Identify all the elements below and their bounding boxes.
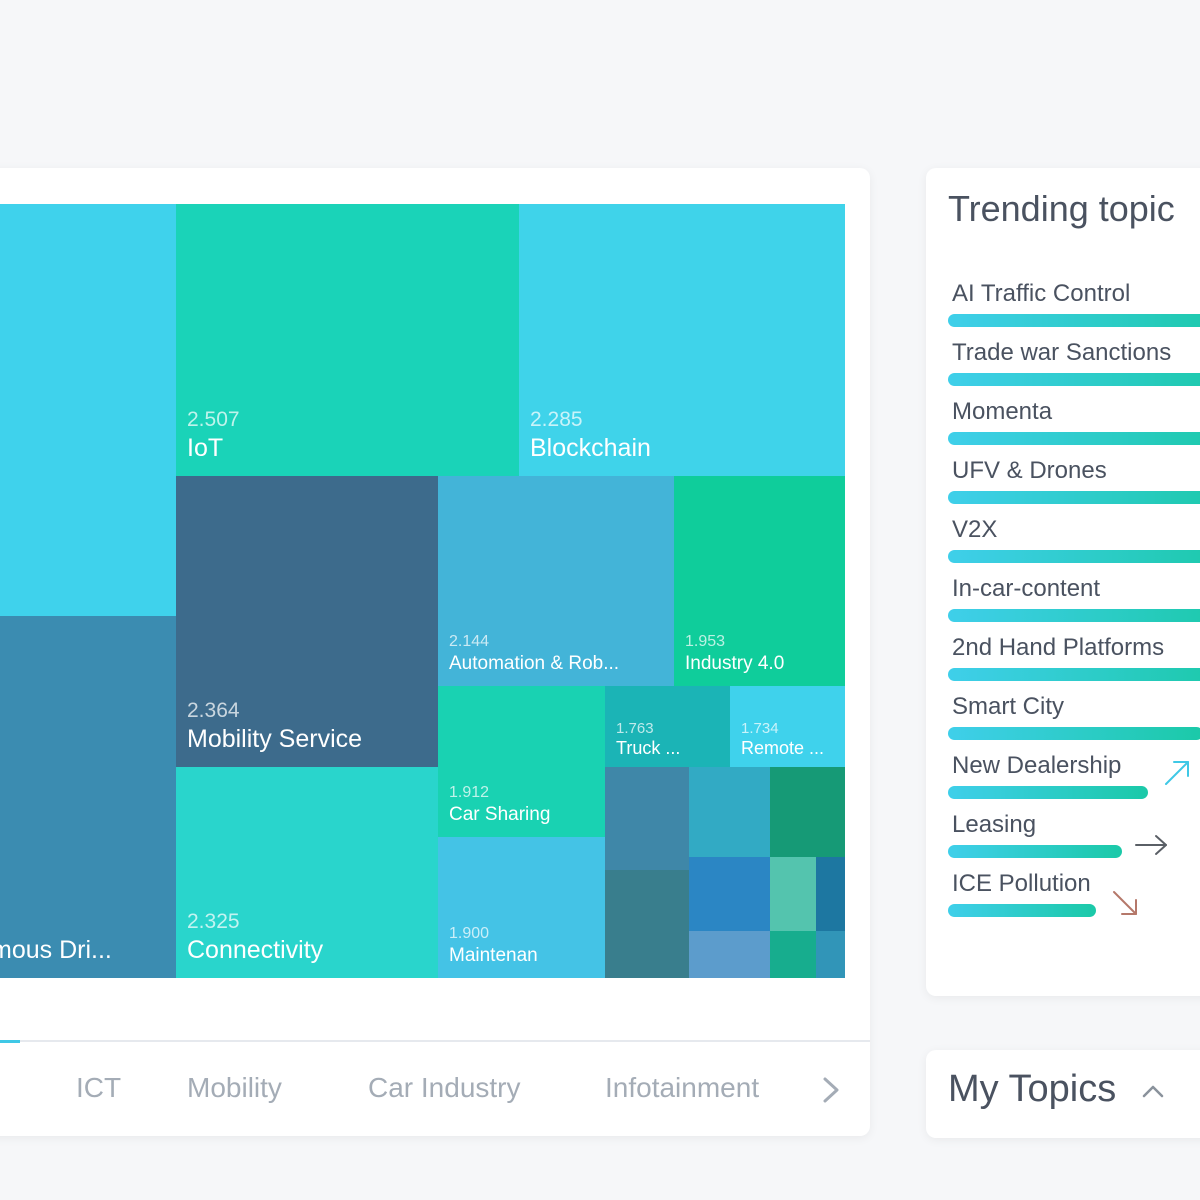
trending-item-label: 2nd Hand Platforms [952, 634, 1165, 661]
trending-item[interactable]: New Dealership [948, 752, 1200, 802]
treemap-tile[interactable]: 1.953 Industry 4.0 [674, 476, 845, 686]
trending-item-bar [948, 491, 1200, 504]
trending-item-bar [948, 609, 1200, 622]
tabs-active-indicator [0, 1040, 20, 1043]
treemap-tile[interactable] [770, 767, 845, 857]
treemap-tile-label: Truck ... [616, 738, 681, 758]
trending-item-label: AI Traffic Control [952, 280, 1131, 307]
trending-item-label: Smart City [952, 693, 1065, 720]
treemap-tile[interactable]: mous Dri... [0, 616, 176, 978]
trend-up-arrow-icon [1165, 761, 1189, 785]
trending-item-label: New Dealership [952, 752, 1122, 779]
treemap-tile-label: Industry 4.0 [685, 653, 785, 674]
trending-item[interactable]: 2nd Hand Platforms [948, 634, 1200, 684]
treemap-tile-value: 2.285 [530, 408, 583, 431]
tab-infotainment[interactable]: Infotainment [605, 1072, 760, 1103]
trending-item[interactable]: In-car-content [948, 575, 1200, 625]
treemap-tile[interactable]: 2.144 Automation & Rob... [438, 476, 674, 686]
topics-treemap-card: mous Dri... 2.507 IoT 2.285 Blockchain 2.364 M… [0, 168, 870, 1136]
category-tabs: l ICT Mobility Car Industry Infotainment [0, 1054, 870, 1130]
treemap-tile-label: Remote ... [741, 738, 825, 758]
treemap-tile[interactable]: 1.734 Remote ... [730, 686, 845, 767]
trending-item[interactable]: ICE Pollution [948, 870, 1200, 920]
trending-item-label: Trade war Sanctions [952, 339, 1172, 366]
treemap-tile-value: 1.912 [449, 784, 490, 801]
tab-ict[interactable]: ICT [76, 1072, 122, 1103]
trending-item-label: ICE Pollution [952, 870, 1091, 897]
trending-item-label: Leasing [952, 811, 1037, 838]
treemap-tile[interactable] [816, 857, 845, 931]
treemap-tile[interactable] [770, 857, 816, 931]
chevron-right-icon[interactable] [816, 1070, 846, 1110]
trending-item[interactable]: Trade war Sanctions [948, 339, 1200, 389]
tab-car-industry[interactable]: Car Industry [368, 1072, 521, 1103]
treemap-tile-label: Maintenan [449, 945, 538, 966]
treemap-tile-value: 1.953 [685, 633, 726, 650]
treemap-tile[interactable] [770, 931, 816, 978]
treemap-tile[interactable] [605, 870, 689, 978]
trending-item-label: UFV & Drones [952, 457, 1107, 484]
my-topics-card[interactable]: My Topics [926, 1050, 1200, 1138]
treemap-tile-value: 2.507 [187, 408, 240, 431]
treemap-tile[interactable]: 1.900 Maintenan [438, 837, 605, 978]
treemap-tile-label: Mobility Service [187, 725, 363, 753]
trending-item-bar [948, 727, 1200, 740]
trending-item-bar [948, 904, 1096, 917]
trending-item-bar [948, 373, 1200, 386]
treemap-tile-value: 2.325 [187, 910, 240, 933]
trending-item[interactable]: Momenta [948, 398, 1200, 448]
treemap-tile[interactable] [689, 931, 770, 978]
treemap-tile[interactable]: 2.325 Connectivity [176, 767, 438, 978]
treemap-tile-value: 1.763 [616, 720, 654, 737]
treemap-tile-value: 1.900 [449, 925, 490, 942]
treemap-tile-label: Blockchain [530, 434, 651, 462]
treemap-tile-value: 2.144 [449, 633, 490, 650]
trending-item[interactable]: AI Traffic Control [948, 280, 1200, 330]
trending-item-bar [948, 314, 1200, 327]
tab-mobility[interactable]: Mobility [187, 1072, 282, 1103]
treemap-tile[interactable]: 2.285 Blockchain [519, 204, 845, 476]
trending-item-bar [948, 550, 1200, 563]
trending-item-bar [948, 786, 1148, 799]
trend-down-arrow-icon [1113, 891, 1137, 915]
treemap-tile[interactable] [605, 767, 689, 870]
trending-item-bar [948, 845, 1122, 858]
trend-flat-arrow-icon [1135, 835, 1167, 855]
treemap-tile-label: Automation & Rob... [449, 653, 620, 674]
trending-item-bar [948, 432, 1200, 445]
treemap-tile[interactable] [816, 931, 845, 978]
treemap-tile-label: Connectivity [187, 936, 324, 964]
treemap-tile-label: IoT [187, 434, 224, 462]
treemap-tile-value: 1.734 [741, 720, 779, 737]
tabs-divider [0, 1040, 870, 1042]
trending-topics-card: Trending topic AI Traffic Control Trade w… [926, 168, 1200, 996]
treemap-tile[interactable]: 2.364 Mobility Service [176, 476, 438, 767]
trending-item[interactable]: Leasing [948, 811, 1200, 861]
trending-item-bar [948, 668, 1200, 681]
trending-item-label: In-car-content [952, 575, 1101, 602]
chevron-up-icon[interactable] [1138, 1076, 1168, 1106]
trending-item[interactable]: V2X [948, 516, 1200, 566]
trending-item-label: V2X [952, 516, 998, 543]
treemap-tile[interactable] [689, 857, 770, 931]
treemap-tile[interactable]: 2.507 IoT [176, 204, 519, 476]
treemap-tile[interactable]: 1.912 Car Sharing [438, 686, 605, 837]
my-topics-title: My Topics [948, 1068, 1117, 1110]
trending-item[interactable]: Smart City [948, 693, 1200, 743]
trending-item-label: Momenta [952, 398, 1053, 425]
treemap-tile[interactable] [689, 767, 770, 857]
trending-title: Trending topic [948, 188, 1175, 229]
treemap-tile[interactable]: 1.763 Truck ... [605, 686, 730, 767]
treemap-tile-label: Car Sharing [449, 804, 551, 825]
trending-item[interactable]: UFV & Drones [948, 457, 1200, 507]
treemap-tile-value: 2.364 [187, 699, 240, 722]
treemap-tile[interactable] [0, 204, 176, 616]
topics-treemap: mous Dri... 2.507 IoT 2.285 Blockchain 2.364 M… [0, 168, 870, 1136]
treemap-tile-label: mous Dri... [0, 936, 112, 964]
